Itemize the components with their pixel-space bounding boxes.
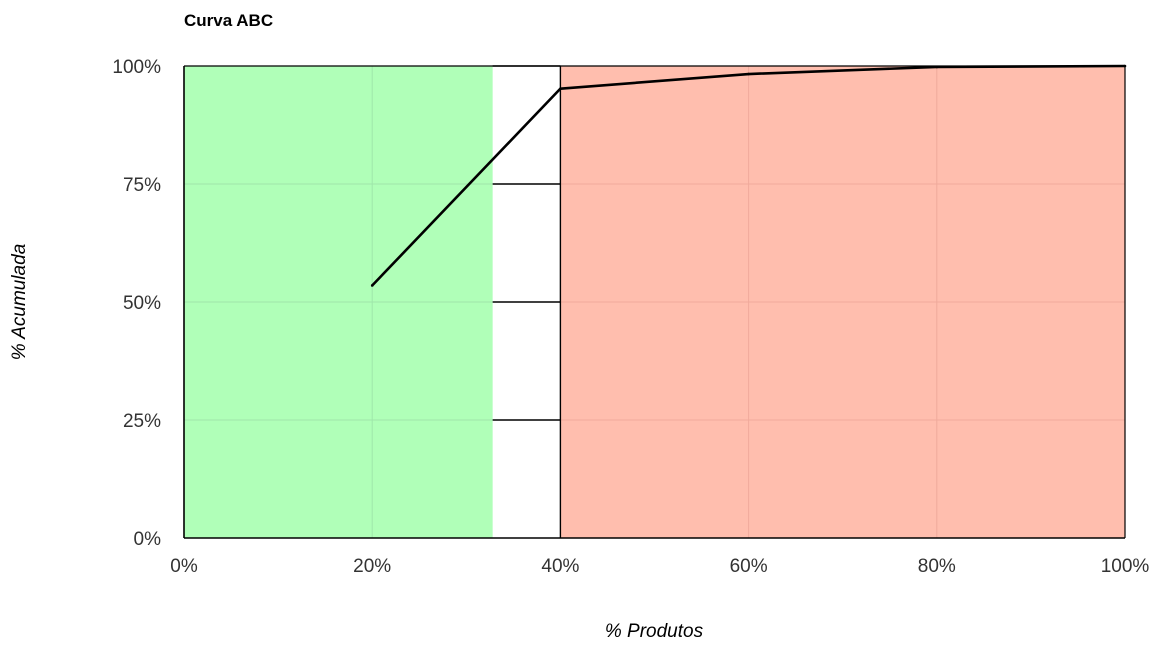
y-tick-label-0: 0% [134,529,162,550]
series-point-0-3 [935,65,939,69]
y-tick-label-4: 100% [112,57,161,78]
x-axis-label: % Produtos [605,621,704,640]
x-tick-label-3: 60% [730,556,768,577]
y-tick-label-2: 50% [123,293,161,314]
y-axis-label: % Acumulada [9,244,30,361]
x-tick-label-5: 100% [1101,556,1150,577]
x-tick-label-2: 40% [541,556,579,577]
series-point-0-2 [747,72,750,76]
y-tick-label-3: 75% [123,175,161,196]
ticks-layer: 0% 20% 40% 60% 80% 100% 0% 25% 50% 75% 100% [112,57,1149,577]
x-tick-label-0: 0% [170,556,198,577]
series-point-0-1 [559,87,562,90]
series-layer [370,64,1127,287]
x-tick-label-1: 20% [353,556,391,577]
y-tick-label-1: 25% [123,411,161,432]
series-point-0-0 [370,284,374,287]
series-point-0-4 [1123,64,1127,68]
chart-title: Curva ABC [184,11,273,30]
x-tick-label-4: 80% [918,556,956,577]
